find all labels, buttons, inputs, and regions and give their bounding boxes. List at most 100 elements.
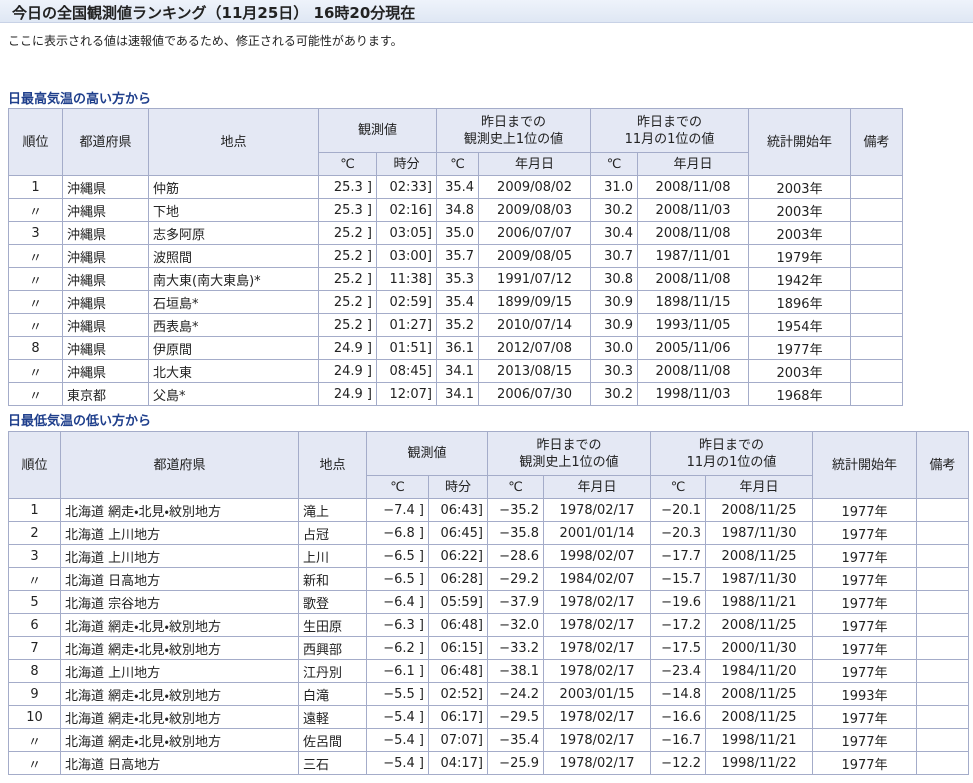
cell: 01:27] xyxy=(375,313,438,337)
cell: 2006/07/07 xyxy=(478,221,592,245)
remarks-cell xyxy=(916,705,970,729)
header-line: 観測史上1位の値 xyxy=(463,131,564,147)
remarks-cell xyxy=(850,313,904,337)
data-row: 6 北海道 網走・北見・紋別地方 生田原 −6.3 ] 06:48] −32.0 1978/… xyxy=(8,613,970,637)
header-cell: 昨日までの 11月の1位の値 xyxy=(590,108,750,153)
cell: 6 xyxy=(8,613,61,637)
sub-header-cell: 時分 xyxy=(427,475,489,499)
cell: 〃 xyxy=(8,198,63,222)
data-row: 8 沖縄県 伊原間 24.9 ] 01:51] 36.1 2012/07/08 30.0 200… xyxy=(8,336,904,360)
cell: 1978/02/17 xyxy=(543,636,652,660)
ranking-table: 順位 都道府県 地点 観測値 昨日までの 観測史上1位の値 昨日までの 11月の1位の値 統計開… xyxy=(8,431,970,775)
remarks-cell xyxy=(916,590,970,614)
cell: 1977年 xyxy=(812,636,918,660)
cell: 25.2 ] xyxy=(318,267,377,291)
remarks-cell xyxy=(916,682,970,706)
cell: 30.8 xyxy=(590,267,639,291)
remarks-cell xyxy=(916,567,970,591)
header-cell: 備考 xyxy=(916,431,970,499)
cell: −32.0 xyxy=(487,613,545,637)
cell: 歌登 xyxy=(298,590,367,614)
cell: 北海道 上川地方 xyxy=(60,659,299,683)
header-cell: 観測値 xyxy=(317,108,438,153)
cell: 35.2 xyxy=(436,313,480,337)
cell: 沖縄県 xyxy=(62,290,149,314)
cell: −24.2 xyxy=(487,682,545,706)
cell: 北海道 日高地方 xyxy=(60,567,299,591)
cell: 2012/07/08 xyxy=(478,336,592,360)
cell: 05:59] xyxy=(427,590,489,614)
cell: 2008/11/08 xyxy=(637,359,750,383)
cell: 仲筋 xyxy=(148,175,319,199)
cell: 1977年 xyxy=(812,705,918,729)
cell: 30.9 xyxy=(590,313,639,337)
cell: 〃 xyxy=(8,359,63,383)
cell: 父島* xyxy=(148,382,319,406)
cell: −23.4 xyxy=(650,659,707,683)
cell: −29.5 xyxy=(487,705,545,729)
cell: 1987/11/30 xyxy=(705,521,814,545)
cell: 沖縄県 xyxy=(62,175,149,199)
cell: −25.9 xyxy=(487,751,545,775)
cell: 〃 xyxy=(8,290,63,314)
cell: 沖縄県 xyxy=(62,244,149,268)
cell: 1898/11/15 xyxy=(637,290,750,314)
data-row: 〃沖縄県 西表島* 25.2 ] 01:27] 35.2 2010/07/14 30.9 19… xyxy=(8,313,904,337)
cell: 31.0 xyxy=(590,175,639,199)
header-row: ℃ 時分 ℃ 年月日 ℃ 年月日 xyxy=(9,152,903,176)
cell: 新和 xyxy=(298,567,367,591)
cell: 30.0 xyxy=(590,336,639,360)
data-row: 2 北海道 上川地方 占冠 −6.8 ] 06:45] −35.8 2001/01/14 −2… xyxy=(8,521,970,545)
sub-header-cell: 年月日 xyxy=(637,152,750,176)
cell: 08:45] xyxy=(375,359,438,383)
cell: 1977年 xyxy=(812,521,918,545)
cell: 2003年 xyxy=(748,198,852,222)
cell: 8 xyxy=(8,336,63,360)
data-row: 〃沖縄県 南大東(南大東島)* 25.2 ] 11:38] 35.3 1991/07/12… xyxy=(8,267,904,291)
cell: 7 xyxy=(8,636,61,660)
cell: 志多阿原 xyxy=(148,221,319,245)
cell: 2003年 xyxy=(748,175,852,199)
cell: 02:59] xyxy=(375,290,438,314)
cell: 北海道 上川地方 xyxy=(60,521,299,545)
cell: 5 xyxy=(8,590,61,614)
remarks-cell xyxy=(916,751,970,775)
cell: 北海道 上川地方 xyxy=(60,544,299,568)
sub-header-cell: ℃ xyxy=(487,475,545,499)
cell: 北海道 宗谷地方 xyxy=(60,590,299,614)
cell: −14.8 xyxy=(650,682,707,706)
cell: 石垣島* xyxy=(148,290,319,314)
sub-header-cell: 年月日 xyxy=(478,152,592,176)
cell: 01:51] xyxy=(375,336,438,360)
cell: 35.4 xyxy=(436,175,480,199)
note: ここに表示される値は速報値であるため、修正される可能性があります。 xyxy=(8,34,403,48)
cell: 生田原 xyxy=(298,613,367,637)
cell: 〃 xyxy=(8,751,61,775)
cell: 06:17] xyxy=(427,705,489,729)
cell: 03:05] xyxy=(375,221,438,245)
cell: 白滝 xyxy=(298,682,367,706)
cell: 1978/02/17 xyxy=(543,613,652,637)
cell: 〃 xyxy=(8,244,63,268)
cell: −29.2 xyxy=(487,567,545,591)
cell: 2009/08/05 xyxy=(478,244,592,268)
cell: 北海道 網走・北見・紋別地方 xyxy=(60,498,299,522)
cell: 北海道 網走・北見・紋別地方 xyxy=(60,705,299,729)
cell: 下地 xyxy=(148,198,319,222)
cell: −5.4 ] xyxy=(366,751,429,775)
cell: −35.4 xyxy=(487,728,545,752)
cell: 三石 xyxy=(298,751,367,775)
cell: 1978/02/17 xyxy=(543,590,652,614)
header-cell: 地点 xyxy=(298,431,367,499)
data-row: 3 北海道 上川地方 上川 −6.5 ] 06:22] −28.6 1998/02/07 −1… xyxy=(8,544,970,568)
cell: 30.2 xyxy=(590,198,639,222)
cell: 北大東 xyxy=(148,359,319,383)
remarks-cell xyxy=(916,521,970,545)
header-row: ℃ 時分 ℃ 年月日 ℃ 年月日 xyxy=(9,475,969,499)
cell: 1942年 xyxy=(748,267,852,291)
header-cell: 順位 xyxy=(8,108,63,176)
cell: 3 xyxy=(8,221,63,245)
cell: 2008/11/25 xyxy=(705,705,814,729)
cell: 2013/08/15 xyxy=(478,359,592,383)
cell: −37.9 xyxy=(487,590,545,614)
